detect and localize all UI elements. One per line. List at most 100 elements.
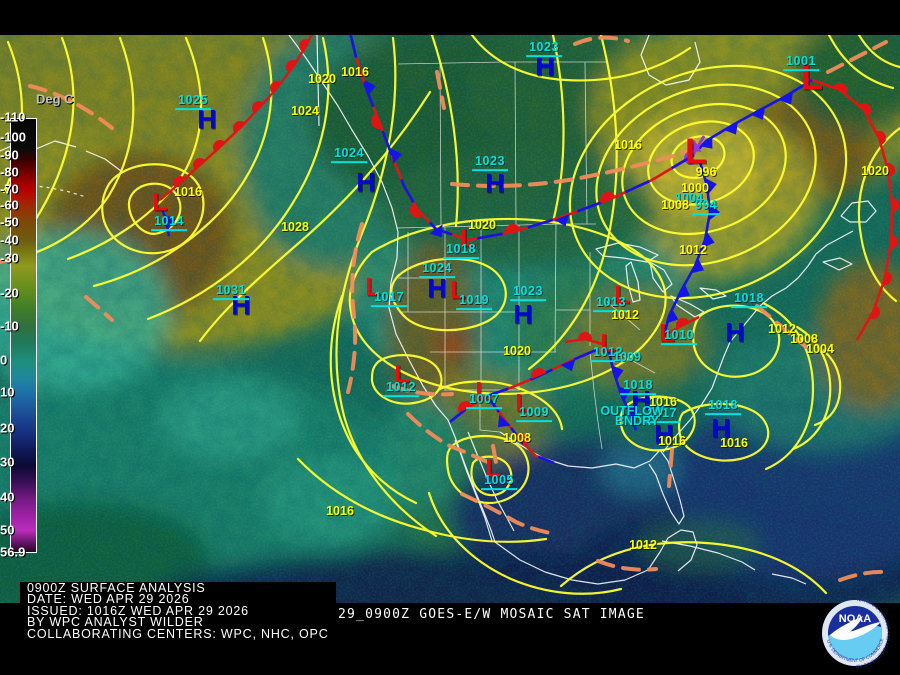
isobar-label: 1016 [326,504,354,518]
low-pressure-label: 1012 [383,380,419,398]
high-symbol: H [654,419,674,450]
colorbar-tick: 30 [0,454,15,470]
isobar-label: 1020 [503,344,531,358]
analysis-author: BY WPC ANALYST WILDER [27,615,204,630]
colorbar-tick: 20 [0,420,15,436]
isobar-label: 1012 [629,538,657,552]
isobar-label: 1000 [681,181,709,195]
high-pressure-label: 1024 [419,261,455,279]
low-pressure-label: 1005 [481,473,517,491]
colorbar-tick: 40 [0,489,15,505]
colorbar-tick: -20 [0,285,19,301]
isobar-label: 1004 [806,342,834,356]
low-pressure-label: 1018 [443,242,479,260]
isobar-label: 1008 [790,332,818,346]
low-symbol: L [450,276,466,305]
seagull-icon [830,616,881,640]
stationary-front [449,348,597,465]
low-symbol: L [685,130,707,172]
warm-front [564,332,607,347]
top-black-bar [0,0,900,35]
colorbar-tick: -80 [0,164,19,180]
isobar-label: 1012 [768,322,796,336]
front-lines [159,35,899,465]
colorbar-tick: -10 [0,318,19,334]
colorbar-tick: 56.9 [0,544,26,560]
low-symbol: L [659,319,675,348]
isobar-label: 1024 [291,104,319,118]
high-symbol: H [513,299,533,330]
high-symbol: H [197,104,217,135]
stationary-front [349,35,695,242]
colorbar-tick: -60 [0,197,19,213]
map-annotation: 1004 [675,191,703,205]
colorbar-title: Deg C [36,91,74,107]
isobar-label: 1008 [661,198,689,212]
colorbar-tick: 10 [0,384,15,400]
analysis-issued: ISSUED: 1016Z WED APR 29 2026 [27,603,249,618]
low-pressure-label: 994 [691,198,721,216]
high-pressure-label: 1024 [331,146,367,164]
low-pressure-label: 1007 [466,392,502,410]
analysis-date: DATE: WED APR 29 2026 [27,592,190,607]
low-symbol: L [475,377,491,406]
high-symbol: H [535,51,555,82]
high-symbol: H [356,167,376,198]
map-annotation: BNDRY [615,414,659,428]
analysis-title: 0900Z SURFACE ANALYSIS [27,581,206,595]
analysis-info-block: 0900Z SURFACE ANALYSIS DATE: WED APR 29 … [27,581,329,641]
isobar-label: 996 [695,165,717,179]
low-pressure-label: 1017 [371,290,407,308]
isobar-label: 1016 [341,65,369,79]
low-symbol: L [365,273,381,302]
high-symbol: H [485,168,505,199]
state-borders [396,61,656,450]
low-pressure-label: 1010 [661,328,697,346]
low-symbol: L [152,188,168,217]
low-symbol: L [460,224,476,253]
isobar-label: 1020 [308,72,336,86]
low-symbol: L [485,454,501,483]
colorbar-tick: 0 [0,352,8,368]
noaa-logo: NOAA NATIONAL OCEANIC AND ATMOSPHERIC AD… [818,596,891,669]
isobar-label: 1016 [658,434,686,448]
low-pressure-label: 1012 [590,345,626,363]
high-pressure-label: 1023 [510,284,546,302]
low-pressure-label: 1009 [516,405,552,423]
isobar-label: 1020 [861,164,889,178]
low-symbol: L [801,56,823,98]
map-annotation: 1009 [613,350,641,364]
cold-front [160,207,176,237]
high-pressure-label: 1023 [472,154,508,172]
isobar-label: 1016 [720,436,748,450]
colorbar-tick: -100 [0,129,27,145]
high-pressure-label: 1018 [731,291,767,309]
low-symbol: L [394,360,410,389]
isobar-label: 1016 [174,185,202,199]
warm-front [666,315,700,336]
colorbar-tick: -70 [0,181,19,197]
satellite-caption: 29_0900Z GOES-E/W MOSAIC SAT IMAGE [338,607,645,622]
isobar-label: 1016 [649,395,677,409]
warm-front [159,35,313,201]
isobar-label: 1012 [611,308,639,322]
high-symbol: H [711,413,731,444]
logo-noaa-text: NOAA [839,613,871,625]
high-pressure-label: 1017 [644,406,680,424]
isobar-label: 1028 [281,220,309,234]
cold-front [662,161,720,337]
low-pressure-label: 1019 [456,293,492,311]
high-symbol: H [725,317,745,348]
isobar-label: 1020 [468,218,496,232]
high-symbol: H [427,273,447,304]
bottom-black-bar [0,603,900,675]
high-pressure-label: 1018 [620,378,656,396]
coastlines [0,35,877,585]
low-pressure-label: 1001 [783,54,819,72]
colorbar-tick: -90 [0,147,19,163]
colorbar-tick: -30 [0,250,19,266]
trough-lines [0,35,890,582]
high-pressure-label: 1031 [213,283,249,301]
